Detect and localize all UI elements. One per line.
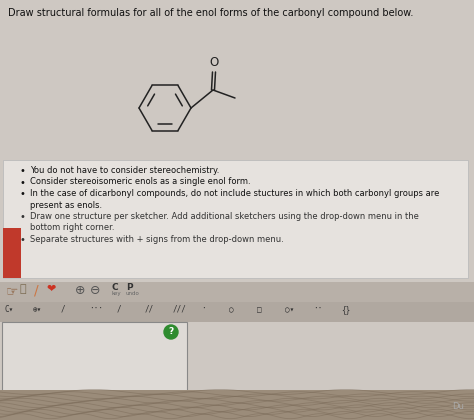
Bar <box>3 228 21 278</box>
Text: ⊕▾: ⊕▾ <box>33 305 42 314</box>
Circle shape <box>164 325 178 339</box>
Text: O: O <box>210 56 219 69</box>
Text: Du: Du <box>452 402 464 411</box>
Text: C▾: C▾ <box>5 305 14 314</box>
Text: P: P <box>126 283 133 292</box>
Text: //: // <box>145 305 154 314</box>
Text: In the case of dicarbonyl compounds, do not include stuctures in which both carb: In the case of dicarbonyl compounds, do … <box>30 189 439 198</box>
Text: ?: ? <box>168 328 173 336</box>
Text: □: □ <box>257 305 262 314</box>
Text: •: • <box>19 178 25 187</box>
Text: bottom right corner.: bottom right corner. <box>30 223 115 233</box>
Text: •: • <box>19 189 25 199</box>
Text: •: • <box>19 166 25 176</box>
Text: /: / <box>34 284 38 298</box>
Text: undo: undo <box>126 291 140 296</box>
Text: ⊖: ⊖ <box>90 284 100 297</box>
Text: Separate structures with + signs from the drop-down menu.: Separate structures with + signs from th… <box>30 235 284 244</box>
Bar <box>0 390 474 420</box>
Text: present as enols.: present as enols. <box>30 200 102 210</box>
Text: Draw one structure per sketcher. Add additional sketchers using the drop-down me: Draw one structure per sketcher. Add add… <box>30 212 419 221</box>
Text: Consider stereoisomeric enols as a single enol form.: Consider stereoisomeric enols as a singl… <box>30 178 251 186</box>
Text: ///: /// <box>173 305 187 314</box>
Text: ○: ○ <box>229 305 234 314</box>
Bar <box>0 302 474 322</box>
Text: ···: ··· <box>89 305 103 314</box>
Text: key: key <box>112 291 122 296</box>
Bar <box>2 322 187 405</box>
Bar <box>0 282 474 302</box>
Text: You do not have to consider stereochemistry.: You do not have to consider stereochemis… <box>30 166 219 175</box>
Text: ☞: ☞ <box>6 284 18 298</box>
Text: C: C <box>112 283 118 292</box>
Text: ○▾: ○▾ <box>285 305 294 314</box>
Text: /: / <box>117 305 122 314</box>
Text: Draw structural formulas for all of the enol forms of the carbonyl compound belo: Draw structural formulas for all of the … <box>8 8 413 18</box>
Text: /: / <box>61 305 65 314</box>
Text: ❤: ❤ <box>46 284 55 294</box>
Text: ·: · <box>201 305 206 314</box>
Text: •: • <box>19 235 25 245</box>
Text: ⊕: ⊕ <box>75 284 85 297</box>
Text: ⚿: ⚿ <box>20 284 27 294</box>
Text: ··: ·· <box>313 305 322 314</box>
Bar <box>3 160 468 278</box>
Text: •: • <box>19 212 25 222</box>
Text: {}: {} <box>341 305 350 314</box>
